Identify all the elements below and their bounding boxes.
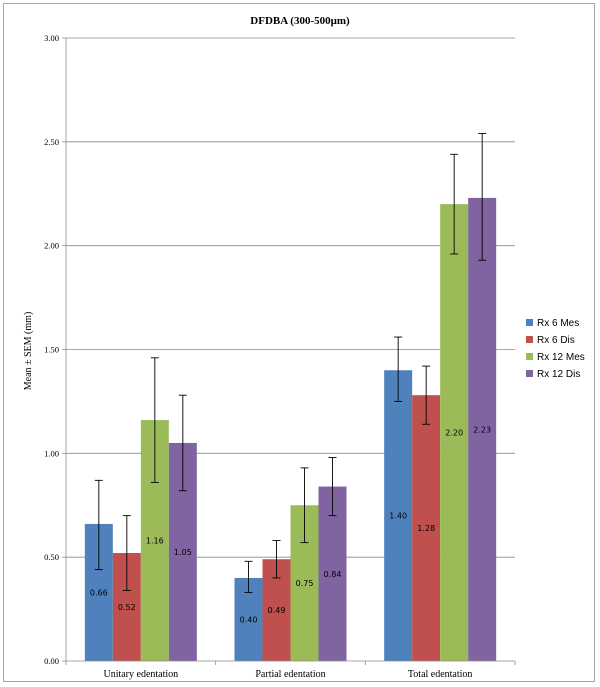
- y-tick-label: 0.00: [44, 656, 59, 666]
- legend: Rx 6 Mes Rx 6 Dis Rx 12 Mes Rx 12 Dis: [526, 318, 585, 380]
- data-label: 2.23: [473, 425, 491, 434]
- y-tick-label: 1.00: [44, 448, 59, 458]
- y-tick-label: 2.50: [44, 137, 59, 147]
- y-axis-label: Mean ± SEM (mm): [23, 312, 34, 391]
- bar: [384, 370, 413, 661]
- data-label: 0.52: [118, 603, 136, 612]
- data-label: 0.40: [240, 615, 258, 624]
- data-label: 1.05: [174, 548, 192, 557]
- legend-label: Rx 12 Mes: [537, 352, 585, 363]
- y-tick-label: 1.50: [44, 345, 59, 355]
- legend-swatch: [526, 353, 533, 360]
- y-tick-label: 3.00: [44, 33, 59, 43]
- legend-label: Rx 6 Mes: [537, 318, 579, 329]
- legend-swatch: [526, 319, 533, 326]
- data-label: 1.40: [389, 512, 407, 521]
- data-label: 2.20: [445, 429, 463, 438]
- legend-swatch: [526, 370, 533, 377]
- bar: [440, 204, 469, 661]
- axes: [65, 38, 516, 665]
- data-label: 1.16: [146, 537, 164, 546]
- x-axis-ticks: Unitary edentation Partial edentation Tota…: [103, 669, 472, 680]
- bars: [84, 197, 497, 662]
- data-label: 0.75: [296, 579, 314, 588]
- y-axis-ticks: 0.00 0.50 1.00 1.50 2.00 2.50 3.00: [44, 33, 66, 666]
- x-tick-label: Total edentation: [408, 669, 473, 680]
- bar: [412, 395, 441, 661]
- y-tick-label: 2.00: [44, 241, 59, 251]
- data-label: 0.84: [324, 570, 342, 579]
- chart-title: DFDBA (300-500μm): [250, 15, 350, 27]
- error-bars: [94, 133, 487, 593]
- data-label: 0.49: [268, 606, 286, 615]
- y-tick-label: 0.50: [44, 552, 59, 562]
- data-label: 0.66: [90, 588, 108, 597]
- legend-label: Rx 12 Dis: [537, 369, 580, 380]
- x-tick-label: Unitary edentation: [103, 669, 178, 680]
- legend-swatch: [526, 336, 533, 343]
- legend-label: Rx 6 Dis: [537, 335, 575, 346]
- data-labels: 0.66 0.52 1.16 1.05 0.40 0.49 0.75 0.84 1.40 1.28…: [90, 425, 491, 624]
- bar: [468, 197, 497, 662]
- x-tick-label: Partial edentation: [255, 669, 325, 680]
- data-label: 1.28: [417, 524, 435, 533]
